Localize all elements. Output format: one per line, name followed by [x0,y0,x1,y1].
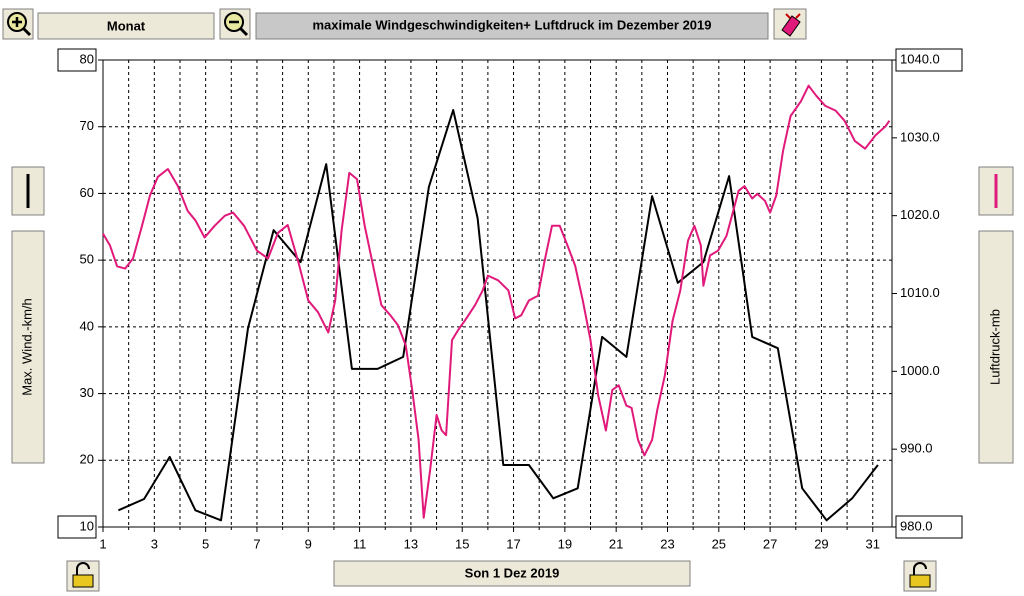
x-tick-label: 27 [763,536,777,551]
x-tick-label: 23 [660,536,674,551]
date-label: Son 1 Dez 2019 [465,565,560,580]
y-tick-box [57,48,97,72]
chart-title: maximale Windgeschwindigkeiten+ Luftdruc… [312,17,711,32]
y2-axis-label: Luftdruck-mb [987,309,1002,385]
y2-tick-box [895,515,963,539]
marks [102,84,891,522]
wind-legend-button[interactable] [11,166,45,216]
y-tick-label: 70 [80,118,94,133]
x-tick-label: 7 [253,536,260,551]
x-tick-label: 31 [866,536,880,551]
period-button[interactable]: Monat [37,12,215,40]
date-button[interactable]: Son 1 Dez 2019 [333,560,691,587]
series-line [102,84,891,519]
x-tick-label: 29 [814,536,828,551]
y-axis-label: Max. Wind.-km/h [19,298,34,396]
x-tick-label: 21 [609,536,623,551]
y-tick-box [57,515,97,539]
series-line [117,109,879,522]
y-tick-label: 30 [80,385,94,400]
y2-tick-label: 1010.0 [900,285,940,300]
x-tick-label: 5 [202,536,209,551]
y2-tick-label: 990.0 [900,441,933,456]
x-tick-label: 25 [712,536,726,551]
lock-left-button[interactable] [66,560,100,592]
grid [98,59,897,532]
y-tick-label: 80 [80,51,94,66]
y-tick-label: 60 [80,185,94,200]
lock-right-button[interactable] [903,560,937,592]
y2-tick-label: 1030.0 [900,129,940,144]
x-tick-label: 11 [353,536,367,551]
y2-tick-label: 1040.0 [900,51,940,66]
zoom-in-button[interactable] [2,8,34,40]
y2-tick-label: 1000.0 [900,363,940,378]
y2-tick-label: 980.0 [900,518,933,533]
pressure-axis-button[interactable]: Luftdruck-mb [978,230,1014,464]
x-tick-label: 17 [506,536,520,551]
x-tick-label: 1 [99,536,106,551]
y-tick-label: 20 [80,452,94,467]
x-tick-label: 15 [455,536,469,551]
tick-labels: 1 3 5 7 9 11 13 15 17 19 21 23 25 27 29 311020304050607… [57,48,963,551]
y-tick-label: 40 [80,318,94,333]
x-tick-label: 13 [404,536,418,551]
y2-tick-label: 1020.0 [900,207,940,222]
x-tick-label: 19 [558,536,572,551]
y2-tick-box [895,48,963,72]
x-tick-label: 3 [151,536,158,551]
plot-area [102,59,893,528]
wind-axis-button[interactable]: Max. Wind.-km/h [11,230,45,464]
eraser-button[interactable] [773,8,807,40]
y-tick-label: 10 [80,518,94,533]
pressure-legend-button[interactable] [978,166,1014,216]
zoom-out-button[interactable] [219,8,251,40]
period-label: Monat [107,18,146,33]
x-tick-label: 9 [305,536,312,551]
y-tick-label: 50 [80,252,94,267]
title-box [255,12,769,40]
